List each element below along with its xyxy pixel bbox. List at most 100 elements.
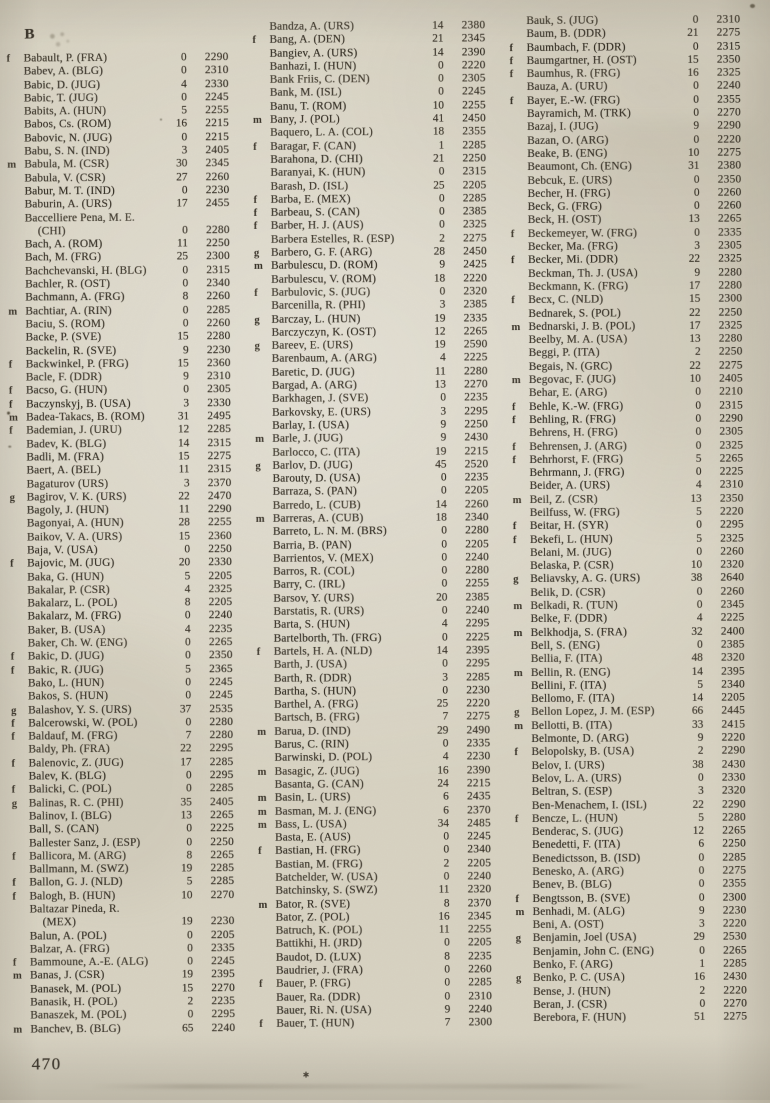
rating-value: 2450 bbox=[444, 112, 486, 126]
title-prefix: m bbox=[514, 667, 531, 680]
player-name: Babic, D. (JUG) bbox=[24, 78, 159, 92]
player-name: Bach, M. (FRG) bbox=[25, 251, 160, 265]
player-name: Bacso, G. (HUN) bbox=[26, 384, 161, 398]
player-name: Batchelder, W. (USA) bbox=[275, 871, 421, 885]
player-name: Barria, B. (PAN) bbox=[273, 538, 419, 552]
rating-value: 2280 bbox=[191, 716, 233, 730]
rating-value: 2205 bbox=[447, 538, 489, 552]
title-prefix: m bbox=[254, 260, 271, 273]
games-count: 0 bbox=[673, 439, 701, 452]
player-name: Barwinski, D. (POL) bbox=[274, 751, 420, 765]
rating-value: 2265 bbox=[700, 213, 742, 227]
games-count: 9 bbox=[671, 120, 699, 133]
player-name: Bellini, F. (ITA) bbox=[531, 679, 675, 693]
player-name: Bayramich, M. (TRK) bbox=[527, 107, 671, 121]
player-name: Barash, D. (ISL) bbox=[270, 179, 416, 193]
title-prefix: m bbox=[513, 494, 530, 507]
player-name: Behrmann, J. (FRG) bbox=[529, 466, 673, 480]
title-prefix: g bbox=[516, 972, 533, 985]
games-count: 7 bbox=[420, 711, 448, 724]
player-name: Belopolsky, B. (USA) bbox=[531, 745, 675, 759]
games-count: 31 bbox=[161, 410, 189, 423]
rating-value: 2640 bbox=[702, 572, 744, 586]
rating-value: 2285 bbox=[192, 875, 234, 889]
title-prefix: m bbox=[9, 412, 26, 425]
player-name: Batchinsky, S. (SWZ) bbox=[275, 884, 421, 898]
games-count: 3 bbox=[159, 144, 187, 157]
player-name: Baum, B. (DDR) bbox=[526, 27, 670, 41]
scan-smudge bbox=[45, 29, 73, 49]
player-name: Bellomo, F. (ITA) bbox=[531, 692, 675, 706]
player-name: Baja, V. (USA) bbox=[27, 544, 162, 558]
rating-value: 2210 bbox=[701, 386, 743, 400]
player-name: Baczynskyj, B. (USA) bbox=[26, 397, 161, 411]
games-count: 0 bbox=[676, 865, 704, 878]
rating-value: 2285 bbox=[444, 139, 486, 153]
rating-value: 2300 bbox=[450, 1017, 492, 1031]
player-name: Bauk, S. (JUG) bbox=[526, 14, 670, 28]
player-name: Becx, C. (NLD) bbox=[528, 293, 672, 307]
rating-value: 2330 bbox=[704, 771, 746, 785]
games-count: 0 bbox=[670, 14, 698, 27]
games-count: 0 bbox=[165, 942, 193, 955]
rating-value: 2255 bbox=[450, 923, 492, 937]
games-count: 0 bbox=[419, 605, 447, 618]
scan-streak bbox=[90, 1084, 650, 1089]
games-count: 13 bbox=[164, 809, 192, 822]
player-name: Bajovic, M. (JUG) bbox=[27, 557, 162, 571]
title-prefix: m bbox=[256, 513, 273, 526]
player-name: Benhadi, M. (ALG) bbox=[532, 905, 676, 919]
player-name: Bakic, R. (JUG) bbox=[28, 663, 163, 677]
games-count: 1 bbox=[677, 958, 705, 971]
games-count: 17 bbox=[672, 280, 700, 293]
title-prefix: g bbox=[254, 313, 271, 326]
games-count: 0 bbox=[421, 871, 449, 884]
title-prefix: m bbox=[8, 305, 25, 318]
player-name: Benko, P. C. (USA) bbox=[533, 971, 677, 985]
rating-value: 2315 bbox=[444, 166, 486, 180]
games-count: 66 bbox=[675, 705, 703, 718]
games-count: 12 bbox=[676, 825, 704, 838]
title-prefix: m bbox=[257, 726, 274, 739]
games-count: 2 bbox=[673, 346, 701, 359]
rating-value: 2315 bbox=[701, 399, 743, 413]
player-name: Bazaj, I. (JUG) bbox=[527, 120, 671, 134]
games-count: 0 bbox=[160, 304, 188, 317]
rating-value: 2205 bbox=[190, 596, 232, 610]
games-count: 0 bbox=[676, 772, 704, 785]
games-count: 0 bbox=[422, 977, 450, 990]
player-name: Belkhodja, S. (FRA) bbox=[531, 626, 675, 640]
games-count: 12 bbox=[161, 424, 189, 437]
games-count: 6 bbox=[676, 838, 704, 851]
player-name: Babic, T. (JUG) bbox=[24, 91, 159, 105]
title-prefix: g bbox=[254, 247, 271, 260]
player-name: Babula, M. (CSR) bbox=[24, 158, 159, 172]
rating-value: 2290 bbox=[704, 798, 746, 812]
games-count: 16 bbox=[420, 764, 448, 777]
games-count: 28 bbox=[162, 517, 190, 530]
player-name: Becker, Ma. (FRG) bbox=[528, 240, 672, 254]
player-name: Balinas, R. C. (PHI) bbox=[29, 796, 164, 810]
rating-value: 2265 bbox=[192, 849, 234, 863]
title-prefix: g bbox=[11, 704, 28, 717]
player-name: Bellon Lopez, J. M. (ESP) bbox=[531, 705, 675, 719]
player-name: Beider, A. (URS) bbox=[530, 479, 674, 493]
player-name: Behrhorst, F. (FRG) bbox=[529, 453, 673, 467]
rating-value: 2250 bbox=[188, 237, 230, 251]
title-prefix: f bbox=[515, 893, 532, 906]
rating-value: 2325 bbox=[190, 583, 232, 597]
rating-value: 2280 bbox=[447, 564, 489, 578]
rating-value: 2280 bbox=[446, 365, 488, 379]
rating-value: 2370 bbox=[189, 477, 231, 491]
rating-value: 2225 bbox=[446, 352, 488, 366]
player-name: Barraza, S. (PAN) bbox=[273, 485, 419, 499]
games-count: 4 bbox=[162, 583, 190, 596]
title-prefix: f bbox=[12, 877, 29, 890]
player-name: Baumbach, F. (DDR) bbox=[526, 41, 670, 55]
rating-value: 2305 bbox=[701, 426, 743, 440]
rating-value: 2365 bbox=[191, 663, 233, 677]
games-count: 0 bbox=[422, 990, 450, 1003]
games-count: 0 bbox=[416, 73, 444, 86]
rating-value: 2455 bbox=[188, 197, 230, 211]
